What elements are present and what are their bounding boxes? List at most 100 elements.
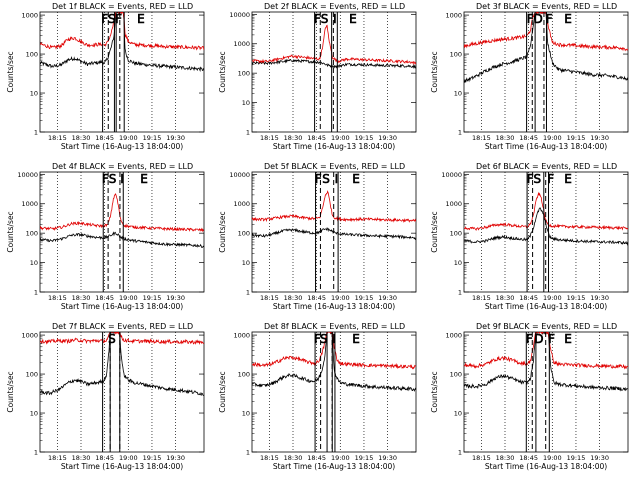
y-tick-label: 1 <box>246 129 250 137</box>
x-tick-label: 18:45 <box>307 294 326 302</box>
y-tick-label: 100 <box>450 230 462 238</box>
x-tick-label: 18:45 <box>307 134 326 142</box>
y-tick-label: 10000 <box>17 171 38 179</box>
x-tick-label: 18:45 <box>95 454 114 462</box>
x-tick-label: 19:30 <box>166 454 185 462</box>
series-lld-line <box>464 191 628 232</box>
y-tick-label: 10000 <box>441 171 462 179</box>
x-axis-label: Start Time (16-Aug-13 18:04:00) <box>273 302 395 311</box>
region-label: D <box>534 332 543 346</box>
x-tick-label: 18:15 <box>48 134 67 142</box>
panel-title: Det 1f BLACK = Events, RED = LLD <box>52 2 193 11</box>
x-tick-label: 19:30 <box>166 294 185 302</box>
region-label: S <box>108 12 116 26</box>
plot-frame <box>39 171 205 293</box>
x-tick-label: 18:45 <box>519 454 538 462</box>
region-label: E <box>352 332 360 346</box>
y-tick-label: 10 <box>454 90 462 98</box>
y-tick-label: 1000 <box>21 332 38 340</box>
x-tick-label: 18:30 <box>284 454 303 462</box>
x-tick-label: 19:00 <box>119 134 138 142</box>
x-tick-label: 19:15 <box>567 134 586 142</box>
series-group <box>40 193 204 248</box>
x-axis-label: Start Time (16-Aug-13 18:04:00) <box>273 462 395 471</box>
panel-det-3: Det 3f BLACK = Events, RED = LLD 18:15 18:… <box>430 2 629 151</box>
x-tick-label: 18:30 <box>72 134 91 142</box>
region-label: E <box>352 172 360 186</box>
region-label: E <box>349 12 357 26</box>
y-axis-label: Counts/sec <box>430 211 439 252</box>
panel-det-1: Det 1f BLACK = Events, RED = LLD 18:15 18:… <box>6 2 205 151</box>
x-tick-label: 18:45 <box>519 134 538 142</box>
series-group <box>40 332 204 396</box>
panel-title: Det 2f BLACK = Events, RED = LLD <box>264 2 405 11</box>
plot-frame <box>39 331 205 453</box>
x-tick-label: 18:15 <box>472 134 491 142</box>
y-tick-label: 1000 <box>21 200 38 208</box>
panel-title: Det 7f BLACK = Events, RED = LLD <box>52 322 193 331</box>
panel-title: Det 9f BLACK = Events, RED = LLD <box>476 322 617 331</box>
series-group <box>252 24 416 69</box>
series-events-line <box>252 332 416 392</box>
y-tick-label: 10000 <box>229 11 250 19</box>
series-events-line <box>40 231 204 248</box>
x-tick-label: 19:30 <box>590 134 609 142</box>
region-label: F <box>315 172 322 186</box>
y-tick-label: 1 <box>458 129 462 137</box>
y-tick-label: 1 <box>34 129 38 137</box>
x-tick-label: 19:00 <box>543 134 562 142</box>
x-tick-label: 18:30 <box>496 134 515 142</box>
y-tick-label: 100 <box>238 371 250 379</box>
y-tick-label: 100 <box>238 230 250 238</box>
x-tick-label: 19:15 <box>567 294 586 302</box>
region-label: F <box>115 12 122 26</box>
x-tick-label: 18:45 <box>307 454 326 462</box>
region-label: I <box>120 172 124 186</box>
series-group <box>40 12 204 73</box>
y-tick-label: 10 <box>242 259 250 267</box>
x-tick-label: 19:15 <box>355 454 374 462</box>
panel-det-5: Det 5f BLACK = Events, RED = LLD 18:15 18:… <box>218 162 417 311</box>
region-label: E <box>140 172 148 186</box>
panel-title: Det 6f BLACK = Events, RED = LLD <box>476 162 617 171</box>
region-label: F <box>527 172 534 186</box>
y-tick-label: 1 <box>246 449 250 457</box>
y-tick-label: 10 <box>454 410 462 418</box>
region-label: F <box>527 12 534 26</box>
x-tick-label: 19:15 <box>567 454 586 462</box>
y-axis-label: Counts/sec <box>430 51 439 92</box>
panel-det-6: Det 6f BLACK = Events, RED = LLD 18:15 18:… <box>430 162 629 311</box>
x-tick-label: 19:15 <box>143 454 162 462</box>
series-lld-line <box>40 12 204 51</box>
y-tick-label: 1 <box>458 289 462 297</box>
x-tick-label: 18:45 <box>519 294 538 302</box>
x-tick-label: 19:15 <box>143 294 162 302</box>
series-group <box>252 332 416 392</box>
y-tick-label: 100 <box>26 51 38 59</box>
x-tick-label: 19:30 <box>590 294 609 302</box>
x-tick-label: 19:30 <box>590 454 609 462</box>
y-axis-label: Counts/sec <box>6 211 15 252</box>
y-tick-label: 1000 <box>233 40 250 48</box>
y-tick-label: 10 <box>454 259 462 267</box>
y-tick-label: 1000 <box>445 332 462 340</box>
x-tick-label: 19:00 <box>543 454 562 462</box>
x-tick-label: 19:00 <box>119 454 138 462</box>
x-tick-label: 18:30 <box>72 454 91 462</box>
region-label: S <box>321 12 329 26</box>
y-tick-label: 100 <box>26 371 38 379</box>
y-axis-label: Counts/sec <box>6 51 15 92</box>
panel-det-2: Det 2f BLACK = Events, RED = LLD 18:15 18:… <box>218 2 417 151</box>
series-group <box>464 12 628 83</box>
x-tick-label: 19:00 <box>543 294 562 302</box>
x-tick-label: 18:15 <box>260 294 279 302</box>
y-tick-label: 10 <box>30 410 38 418</box>
panel-det-7: Det 7f BLACK = Events, RED = LLD 18:15 18:… <box>6 322 205 471</box>
y-tick-label: 1 <box>34 289 38 297</box>
x-axis-label: Start Time (16-Aug-13 18:04:00) <box>273 142 395 151</box>
panel-title: Det 8f BLACK = Events, RED = LLD <box>264 322 405 331</box>
y-tick-label: 1000 <box>21 12 38 20</box>
plot-frame <box>251 331 417 453</box>
region-label: I <box>333 12 337 26</box>
